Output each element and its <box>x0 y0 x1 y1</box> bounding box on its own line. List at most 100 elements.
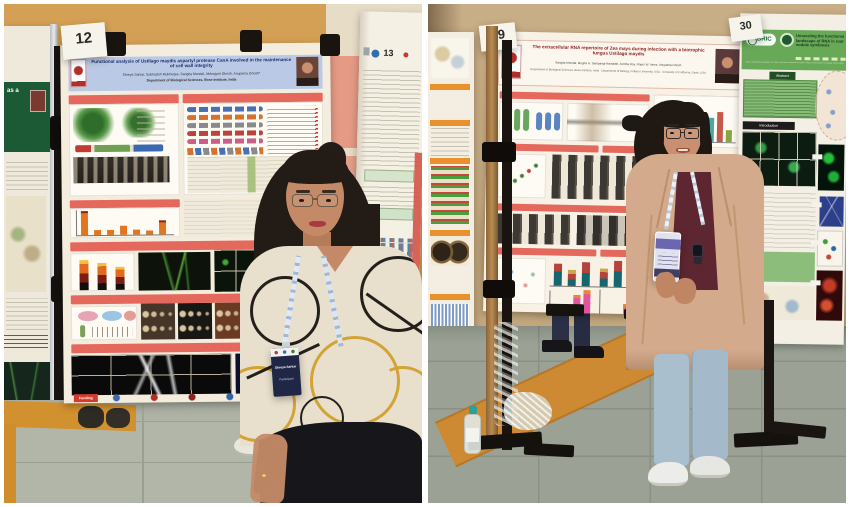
eyebrow <box>296 190 310 193</box>
schematic-panel <box>70 305 138 341</box>
board-number-card-12: 12 <box>60 22 108 60</box>
domain-diagram <box>75 144 164 153</box>
network-diagram-figure <box>816 230 844 267</box>
schematic-tube <box>544 112 552 131</box>
sneaker <box>648 462 688 486</box>
schematic-lines <box>92 326 133 338</box>
stand-pole <box>502 40 512 450</box>
lips <box>309 221 326 227</box>
water-bottle-cap <box>469 406 477 414</box>
bystander-sandal <box>78 406 104 428</box>
bar <box>80 211 89 236</box>
poster13-red-dot <box>403 52 409 58</box>
histogram-figure <box>431 304 469 328</box>
smartwatch <box>692 244 703 257</box>
poster13-text <box>360 69 422 167</box>
eye <box>326 199 331 202</box>
bystander-sandal <box>106 408 130 428</box>
schematic-oval <box>77 311 99 322</box>
gene-synteny-row <box>187 130 264 137</box>
gel-blot-figure <box>73 156 170 184</box>
gene-synteny-row <box>186 122 264 129</box>
stacked-bar <box>613 260 623 287</box>
edge-poster-header: as a <box>4 82 50 152</box>
hyphae-microscopy-grid <box>71 353 232 396</box>
poster13-blue-logo <box>371 49 380 58</box>
poster12-title-banner: Functional analysis of Ustilago maydis a… <box>68 54 323 92</box>
circular-pathway-diagram <box>814 70 846 141</box>
bar <box>120 225 128 235</box>
badge-name: Shreya Sarkar <box>274 364 297 370</box>
introduction-label: Introduction <box>742 121 795 131</box>
blouse-pattern <box>360 256 422 332</box>
schematic-oval <box>123 310 137 321</box>
badge-band <box>655 238 681 250</box>
bar <box>107 229 115 235</box>
green-fluorescence-figure <box>817 144 845 191</box>
schematic-oval <box>101 310 123 321</box>
spot-assay-plate <box>177 302 213 340</box>
infected-leaf-figure <box>138 251 211 291</box>
presenter-right-fringe <box>658 102 706 128</box>
board-clamp <box>545 303 585 317</box>
hair-strand <box>700 112 710 156</box>
eyebrow <box>686 124 697 126</box>
stacked-bar <box>581 262 591 287</box>
blazer-sleeve-seam <box>627 213 653 345</box>
poster13-highlight-box <box>364 169 415 183</box>
gene-synteny-row <box>186 106 263 113</box>
figure-panel <box>431 38 469 78</box>
badge-role: Participant <box>279 376 294 382</box>
water-bottle-label <box>466 428 479 442</box>
hair-strand <box>654 114 664 154</box>
poster29-affiliation: Department of Biological Sciences, Bose … <box>530 67 707 75</box>
partial-poster <box>428 32 474 354</box>
abstract-text-box <box>742 79 818 119</box>
photo-right-presenter: The extracellular RNA repertoire of Zea … <box>428 4 846 503</box>
stacked-bar <box>79 260 89 291</box>
edge-poster-blue-text <box>4 334 48 348</box>
stand-pole <box>764 300 774 436</box>
poster13-number: 13 <box>383 47 394 59</box>
bar <box>146 230 154 235</box>
figure-panel <box>70 252 135 292</box>
institute-wreath-logo <box>779 32 795 48</box>
schematic-tube <box>522 108 530 132</box>
stand-clamp <box>482 142 516 162</box>
jeans-leg <box>692 350 728 460</box>
orange-section-header <box>430 84 470 90</box>
orange-section-header <box>430 230 470 236</box>
poster12-title: Functional analysis of Ustilago maydis a… <box>91 57 292 69</box>
presenter-left-hand <box>249 432 289 503</box>
funding-label: Funding <box>73 394 98 403</box>
poster12-author-photo <box>296 56 319 86</box>
bar <box>158 220 167 235</box>
presenter-left-skirt <box>260 422 422 503</box>
phylogenetic-tree-figure <box>266 105 318 155</box>
orange-section-header <box>430 120 470 126</box>
board-number-card-30: 30 <box>728 13 764 43</box>
schematic-tube <box>553 112 561 131</box>
poster29-author-photo <box>714 48 740 84</box>
petri-dish-figure <box>431 238 469 266</box>
red-microscopy-figure <box>816 270 843 321</box>
glasses-bridge <box>680 132 685 134</box>
glasses-bridge <box>312 198 318 200</box>
bystander-heel-shoe <box>542 340 572 352</box>
board-clamp <box>320 34 340 56</box>
board-number: 30 <box>738 19 753 33</box>
bose-institute-logo <box>70 59 87 88</box>
flowchart-figure <box>136 107 166 142</box>
poster29-title-block: The extracellular RNA repertoire of Zea … <box>497 39 743 91</box>
figure-label-tag <box>812 154 823 160</box>
edge-poster-author-photo <box>30 90 46 112</box>
photo-left-presenter: as a Functional analysis of Ustilago may… <box>4 4 422 503</box>
presenter-left-fringe <box>280 150 350 184</box>
edge-poster: as a <box>4 26 54 436</box>
poster30-authors-line <box>795 57 846 61</box>
jeans-leg <box>654 354 690 466</box>
orange-section-header <box>430 158 470 164</box>
poster30-affiliation: BRIC-National Institute of Plant Genome … <box>745 61 844 65</box>
stand-foot <box>523 442 575 458</box>
